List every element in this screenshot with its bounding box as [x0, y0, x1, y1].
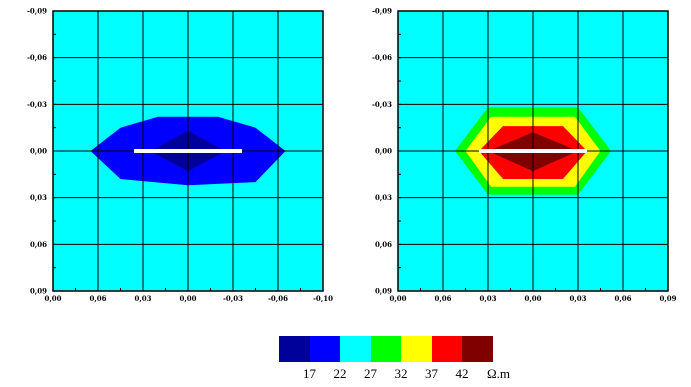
- y-tick-label: -0,03: [372, 100, 392, 109]
- x-tick-label: 0,06: [434, 294, 451, 303]
- y-tick-label: 0,00: [30, 147, 47, 156]
- y-tick-label: -0,06: [372, 53, 392, 62]
- x-tick-label: 0,03: [569, 294, 586, 303]
- color-scale-label: 22: [333, 366, 347, 381]
- plot-frame: [397, 10, 669, 292]
- y-tick-label: 0,06: [375, 240, 392, 249]
- color-scale-swatch: [370, 336, 402, 362]
- y-tick-label: 0,03: [30, 193, 47, 202]
- y-tick-label: 0,06: [30, 240, 47, 249]
- x-tick-label: 0,06: [614, 294, 631, 303]
- y-tick-label: -0,09: [27, 7, 47, 16]
- color-scale-label: 42: [455, 366, 469, 381]
- x-tick-label: 0,00: [524, 294, 541, 303]
- right-resistivity-map: -0,09-0,06-0,030,000,030,060,090,00 0,06 0…: [372, 7, 677, 304]
- plot-frame: [52, 10, 324, 292]
- y-tick-label: 0,03: [375, 193, 392, 202]
- color-scale-swatch: [401, 336, 432, 362]
- color-scale-swatch: [431, 336, 463, 362]
- color-scale-unit: Ω.m: [486, 366, 511, 381]
- color-scale-label: 37: [425, 366, 438, 381]
- color-scale-swatch: [279, 336, 310, 362]
- x-tick-label: 0,03: [479, 294, 496, 303]
- y-tick-label: 0,09: [375, 287, 392, 296]
- color-scale-label: 32: [394, 366, 408, 381]
- color-scale-swatch: [340, 336, 371, 362]
- x-tick-label: 0,06: [89, 294, 106, 303]
- color-scale-swatch: [462, 336, 493, 362]
- y-tick-label: -0,03: [27, 100, 47, 109]
- color-scale-label: 27: [364, 366, 377, 381]
- x-tick-label: 0,00: [389, 294, 406, 303]
- x-tick-label: 0,03: [134, 294, 151, 303]
- y-tick-label: 0,09: [30, 287, 47, 296]
- x-tick-label: 0,00: [179, 294, 196, 303]
- x-tick-label: 0,09: [659, 294, 676, 303]
- x-tick-label: -0,03: [223, 294, 243, 303]
- y-tick-label: 0,00: [375, 147, 392, 156]
- color-scale-swatch: [309, 336, 341, 362]
- x-tick-label: 0,00: [44, 294, 61, 303]
- left-resistivity-map: -0,09-0,06-0,030,000,030,060,090,00 0,06 0…: [27, 7, 333, 304]
- x-tick-label: -0,10: [313, 294, 333, 303]
- color-scale-label: 17: [303, 366, 316, 381]
- y-tick-label: -0,06: [27, 53, 47, 62]
- x-tick-label: -0,06: [268, 294, 288, 303]
- y-tick-label: -0,09: [372, 7, 392, 16]
